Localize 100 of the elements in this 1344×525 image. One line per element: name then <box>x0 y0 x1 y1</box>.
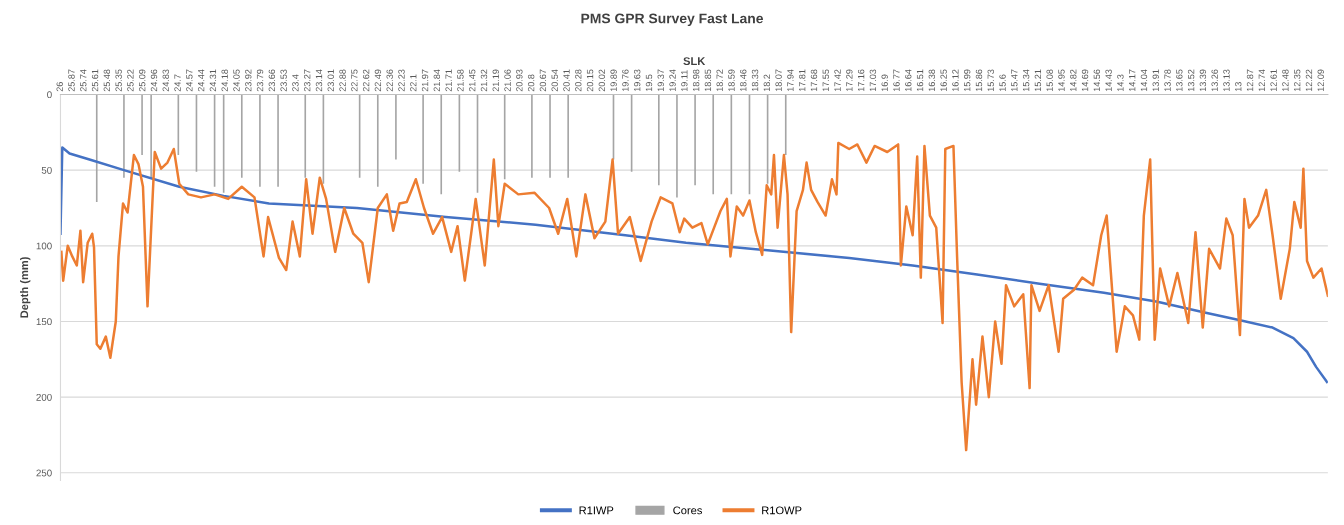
x-tick-label: 16.12 <box>952 69 959 92</box>
x-tick-label: 19.24 <box>669 69 676 92</box>
x-tick-label: 16.51 <box>916 69 924 92</box>
x-tick-label: 23.27 <box>304 69 311 92</box>
x-tick-label: 19.76 <box>622 69 629 92</box>
x-tick-label: 12.87 <box>1246 69 1254 92</box>
x-tick-label: 20.8 <box>527 74 535 92</box>
x-tick-label: 17.42 <box>834 69 841 92</box>
x-tick-label: 20.28 <box>575 69 582 92</box>
x-tick-label: 23.53 <box>280 69 287 92</box>
x-tick-label: 21.58 <box>457 69 464 92</box>
x-tick-label: 14.95 <box>1058 69 1065 92</box>
x-tick-label: 22.1 <box>410 74 417 92</box>
x-tick-label: 19.11 <box>681 70 688 92</box>
x-tick-label: 22.36 <box>386 69 393 92</box>
x-tick-label: 21.45 <box>469 69 476 92</box>
x-tick-label: 15.99 <box>963 69 971 92</box>
legend-label: Cores <box>673 506 702 515</box>
x-tick-label: 13.65 <box>1176 69 1183 92</box>
x-tick-label: 18.2 <box>763 74 771 92</box>
x-tick-label: 24.7 <box>174 74 181 92</box>
x-tick-label: 23.14 <box>315 69 323 92</box>
x-tick-label: 26 <box>56 82 63 92</box>
x-tick-label: 16.64 <box>905 69 912 92</box>
line-series <box>60 141 1328 452</box>
x-tick-label: 18.59 <box>728 69 735 92</box>
x-tick-label: 13.78 <box>1164 69 1171 92</box>
x-tick-label: 13 <box>1235 82 1242 92</box>
x-tick-label: 15.6 <box>999 74 1006 92</box>
x-tick-label: 15.21 <box>1034 69 1042 92</box>
x-tick-label: 15.08 <box>1046 69 1053 92</box>
x-tick-label: 25.22 <box>127 69 134 92</box>
x-tick-label: 14.04 <box>1140 69 1148 92</box>
x-tick-label: 21.19 <box>492 69 499 92</box>
x-tick-label: 23.4 <box>292 74 299 92</box>
x-tick-label: 15.73 <box>987 69 994 92</box>
x-tick-label: 23.92 <box>245 69 252 92</box>
x-tick-label: 20.67 <box>539 69 547 92</box>
x-tick-label: 14.56 <box>1093 69 1101 92</box>
x-tick-label: 17.16 <box>857 69 865 92</box>
x-tick-label: 13.91 <box>1152 69 1159 92</box>
x-tick-label: 13.39 <box>1199 69 1207 92</box>
x-tick-label: 15.86 <box>975 69 983 92</box>
x-tick-label: 15.47 <box>1011 69 1018 92</box>
legend-label: R1OWP <box>762 506 802 515</box>
x-tick-label: 20.41 <box>563 69 570 92</box>
x-tick-label: 14.43 <box>1105 69 1112 92</box>
x-tick-label: 17.94 <box>787 69 794 92</box>
x-tick-label: 22.75 <box>351 69 358 92</box>
x-tick-label: 12.22 <box>1305 69 1313 92</box>
x-tick-label: 19.5 <box>645 74 653 92</box>
x-tick-label: 12.09 <box>1317 69 1324 92</box>
x-tick-label: 24.31 <box>209 69 217 92</box>
y-tick-label: 100 <box>36 242 52 250</box>
x-tick-label: 19.63 <box>634 69 641 92</box>
x-tick-label: 24.96 <box>150 69 158 92</box>
x-tick-label: 17.29 <box>846 69 853 92</box>
x-tick-label: 12.74 <box>1258 69 1265 92</box>
x-tick-label: 17.68 <box>810 69 818 92</box>
x-tick-label: 18.72 <box>716 69 723 92</box>
x-tick-label: 22.49 <box>374 69 382 92</box>
x-tick-label: 12.35 <box>1293 69 1301 92</box>
x-tick-label: 22.23 <box>398 69 405 92</box>
x-tick-label: 12.48 <box>1282 69 1289 92</box>
x-tick-label: 23.66 <box>268 69 276 92</box>
x-tick-label: 20.15 <box>586 69 594 92</box>
x-tick-label: 25.61 <box>91 69 99 92</box>
x-tick-label: 20.54 <box>551 69 558 92</box>
line-series <box>60 146 1328 384</box>
x-tick-label: 18.46 <box>740 69 747 92</box>
x-tick-label: 24.44 <box>197 69 205 92</box>
x-tick-label: 17.03 <box>869 69 877 92</box>
x-tick-label: 15.34 <box>1022 69 1030 92</box>
x-tick-label: 23.01 <box>327 69 334 92</box>
y-axis-title: Depth (mm) <box>20 257 31 318</box>
x-tick-label: 14.69 <box>1081 69 1089 92</box>
x-tick-label: 17.55 <box>822 69 829 92</box>
x-tick-label: 24.05 <box>233 69 240 92</box>
x-tick-label: 24.57 <box>186 69 193 92</box>
x-tick-label: 21.06 <box>504 69 511 92</box>
legend-label: R1IWP <box>579 506 614 515</box>
x-tick-label: 13.52 <box>1187 69 1195 92</box>
x-tick-label: 18.33 <box>751 69 759 92</box>
x-tick-label: 13.26 <box>1211 69 1218 92</box>
x-tick-label: 12.61 <box>1270 69 1277 92</box>
x-tick-label: 16.38 <box>928 69 936 92</box>
x-tick-label: 20.93 <box>516 69 523 92</box>
y-tick-label: 250 <box>36 469 52 477</box>
x-tick-label: 16.25 <box>940 69 947 92</box>
x-tick-label: 22.88 <box>339 69 346 92</box>
y-tick-label: 0 <box>47 91 52 99</box>
x-tick-label: 19.89 <box>610 69 617 92</box>
x-tick-label: 20.02 <box>598 69 606 92</box>
x-tick-label: 21.97 <box>421 69 429 92</box>
x-tick-label: 19.37 <box>657 69 664 92</box>
x-tick-label: 16.9 <box>881 74 888 92</box>
x-tick-label: 25.09 <box>139 69 146 92</box>
x-tick-label: 14.17 <box>1129 69 1136 92</box>
x-tick-label: 13.13 <box>1223 69 1230 92</box>
x-tick-label: 14.82 <box>1070 69 1077 92</box>
